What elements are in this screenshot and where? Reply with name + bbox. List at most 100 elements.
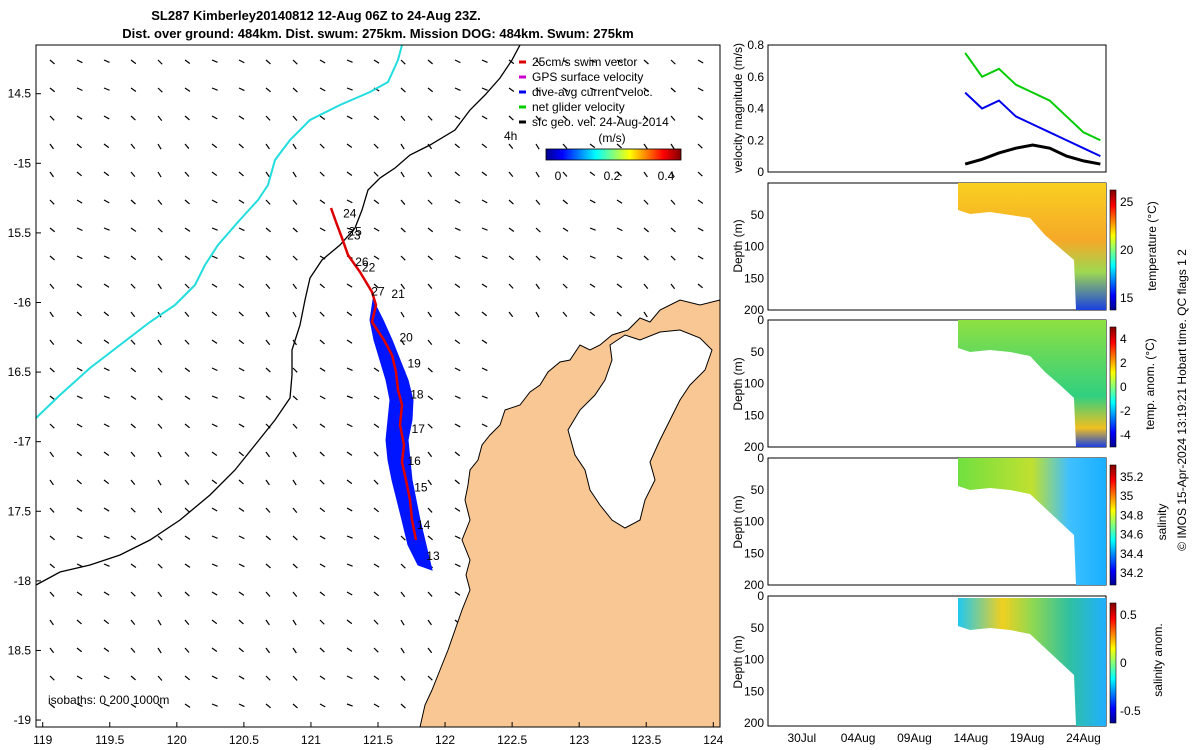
velocity-vector <box>508 255 515 261</box>
velocity-vector <box>292 115 298 121</box>
velocity-vector <box>697 171 703 177</box>
velocity-vector <box>238 451 245 457</box>
velocity-vector <box>400 703 406 709</box>
depth-tick-label: 50 <box>751 345 765 359</box>
velocity-vector <box>562 227 569 232</box>
velocity-vector <box>373 507 380 513</box>
velocity-vector <box>373 479 379 485</box>
velocity-vector <box>265 479 270 486</box>
map-y-tick-label: -18 <box>14 574 32 588</box>
velocity-vector <box>76 143 82 149</box>
velocity-vector <box>265 143 270 150</box>
velocity-vector <box>103 507 110 512</box>
velocity-vector <box>211 535 218 539</box>
velocity-vector <box>184 59 191 64</box>
velocity-vector <box>238 311 244 317</box>
velocity-vector <box>49 563 55 569</box>
velocity-vector <box>427 283 433 289</box>
velocity-panel: 0.8 0.6 0.4 0.2 0 velocity magnitude (m/s) <box>731 38 1107 179</box>
velocity-vector <box>319 395 326 400</box>
time-tick-label: 30Jul <box>787 731 816 745</box>
velocity-vector <box>49 507 55 513</box>
velocity-vector <box>265 675 271 681</box>
map-y-tick-label: 18.5 <box>8 643 32 657</box>
velocity-vector <box>400 115 406 121</box>
velocity-vector <box>400 143 405 150</box>
velocity-vector <box>211 479 218 485</box>
velocity-vector <box>49 171 55 178</box>
velocity-vector <box>238 423 245 428</box>
velocity-vector <box>562 283 568 289</box>
velocity-vector <box>76 619 82 625</box>
velocity-vector <box>454 283 461 288</box>
velocity-vector <box>265 647 271 654</box>
velocity-vector <box>265 311 270 318</box>
velocity-vector <box>319 171 325 177</box>
velocity-vector <box>157 563 163 569</box>
cbar-tick-label: 15 <box>1120 291 1134 305</box>
velocity-vector <box>265 227 272 233</box>
velocity-vector <box>157 115 163 122</box>
velocity-vector <box>481 115 488 120</box>
velocity-vector <box>373 115 380 121</box>
velocity-vector <box>346 619 353 625</box>
velocity-vector <box>319 451 325 457</box>
velocity-vector <box>238 87 245 92</box>
velocity-vector <box>49 115 55 121</box>
velocity-vector <box>670 283 676 290</box>
colorbar-tick-label: 0.2 <box>604 169 621 183</box>
velocity-vector <box>130 143 136 150</box>
velocity-vector <box>76 171 82 177</box>
velocity-vector <box>130 199 136 205</box>
velocity-vector <box>454 339 461 345</box>
velocity-vector <box>76 535 83 540</box>
velocity-vector <box>589 115 596 120</box>
velocity-vector <box>103 283 110 288</box>
velocity-vector <box>265 171 270 178</box>
velocity-vector <box>49 647 55 654</box>
salinity-section <box>958 458 1106 585</box>
velocity-vector <box>103 423 110 428</box>
velocity-vector <box>211 647 218 652</box>
velocity-vector <box>76 311 82 317</box>
cbar-tick-label: 0 <box>1120 380 1127 394</box>
velocity-vector <box>292 367 298 373</box>
velocity-vector <box>346 675 353 680</box>
velocity-vector <box>238 479 244 485</box>
velocity-vector <box>184 115 190 121</box>
map-y-tick-label: -17 <box>14 435 32 449</box>
colorbar-title: (m/s) <box>598 131 625 145</box>
velocity-vector <box>481 423 488 428</box>
velocity-vector <box>130 115 136 121</box>
velocity-vector <box>103 115 110 120</box>
velocity-y-tick-label: 0 <box>757 165 764 179</box>
velocity-vector <box>238 255 245 260</box>
velocity-vector <box>454 507 461 512</box>
velocity-vector <box>184 535 191 540</box>
velocity-vector <box>184 311 190 318</box>
velocity-vector <box>238 395 245 400</box>
cbar-tick-label: -0.5 <box>1120 704 1141 718</box>
velocity-vector <box>454 535 461 540</box>
velocity-vector <box>346 87 353 91</box>
velocity-vector <box>373 367 380 372</box>
velocity-vector <box>238 675 245 680</box>
velocity-vector <box>238 171 244 177</box>
velocity-vector <box>400 283 406 290</box>
velocity-vector <box>319 143 325 149</box>
velocity-vector <box>427 171 433 178</box>
velocity-vector <box>265 395 272 401</box>
velocity-vector <box>103 591 110 596</box>
velocity-vector <box>157 199 163 205</box>
velocity-vector <box>427 143 433 150</box>
velocity-vector <box>346 171 353 176</box>
velocity-vector <box>454 59 461 64</box>
salinity-cbar-label: salinity <box>1155 504 1169 541</box>
velocity-vector <box>157 647 162 654</box>
velocity-vector <box>319 703 326 708</box>
velocity-vector <box>427 619 432 626</box>
depth-tick-label: 150 <box>744 271 764 285</box>
velocity-vector <box>49 395 56 401</box>
legend-label: dive-avg current veloc. <box>532 85 653 99</box>
velocity-vector <box>697 87 704 92</box>
